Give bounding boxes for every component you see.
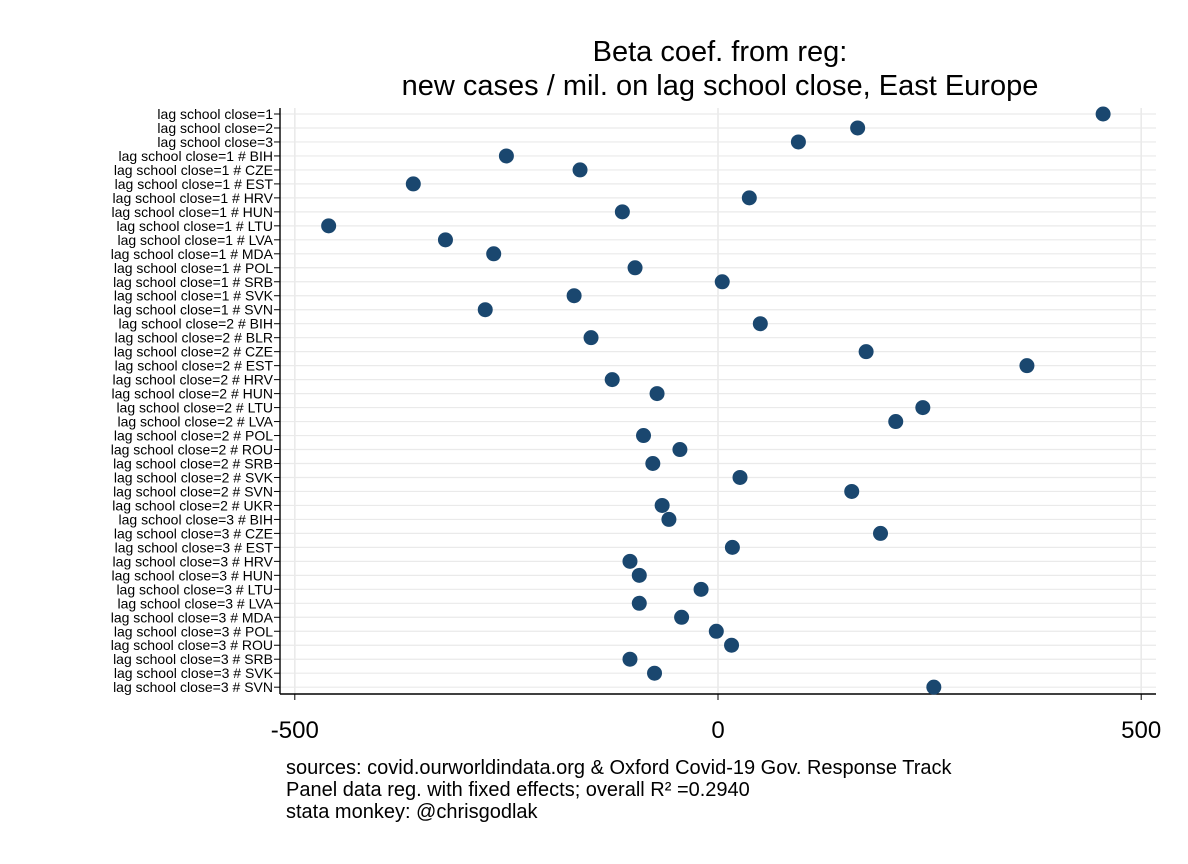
data-point [437, 232, 453, 248]
data-point [321, 218, 337, 234]
y-tick-label: lag school close=3 # EST [115, 539, 274, 555]
data-point [873, 525, 889, 541]
data-point [498, 148, 514, 164]
y-tick-label: lag school close=1 [157, 106, 273, 122]
data-point [732, 469, 748, 485]
y-tick-label: lag school close=3 # BIH [119, 511, 273, 527]
data-point [741, 190, 757, 206]
y-tick-label: lag school close=1 # SRB [113, 274, 273, 290]
y-tick-label: lag school close=1 # LVA [117, 232, 273, 248]
data-point [674, 609, 690, 625]
y-tick-label: lag school close=2 [157, 120, 273, 136]
y-tick-label: lag school close=2 # LVA [117, 414, 273, 430]
y-tick-label: lag school close=1 # POL [114, 260, 273, 276]
y-tick-label: lag school close=2 # SRB [113, 456, 273, 472]
y-tick-label: lag school close=3 # SVK [114, 665, 274, 681]
chart-title: Beta coef. from reg: [592, 36, 848, 68]
data-point [627, 260, 643, 276]
y-tick-label: lag school close=3 # POL [114, 623, 273, 639]
data-point [1019, 358, 1035, 374]
data-point [790, 134, 806, 150]
data-point [604, 372, 620, 388]
model-note: Panel data reg. with fixed effects; over… [286, 779, 750, 801]
data-point [622, 553, 638, 569]
data-point [486, 246, 502, 262]
data-point [1095, 106, 1111, 122]
x-tick-label: 500 [1121, 717, 1161, 744]
data-point [693, 581, 709, 597]
y-tick-label: lag school close=3 # SRB [113, 651, 273, 667]
data-point [661, 511, 677, 527]
data-point [649, 386, 665, 402]
y-tick-label: lag school close=2 # HRV [113, 372, 274, 388]
y-tick-label: lag school close=3 # HUN [112, 567, 273, 583]
y-tick-label: lag school close=1 # EST [115, 176, 274, 192]
x-tick-label: -500 [271, 717, 319, 744]
y-tick-label: lag school close=3 [157, 134, 273, 150]
y-tick-label: lag school close=1 # LTU [116, 218, 273, 234]
data-point [724, 637, 740, 653]
y-tick-label: lag school close=2 # ROU [111, 442, 273, 458]
y-tick-label: lag school close=1 # BIH [119, 148, 273, 164]
y-tick-label: lag school close=3 # SVN [113, 679, 273, 695]
source-note: sources: covid.ourworldindata.org & Oxfo… [286, 757, 952, 779]
data-point [572, 162, 588, 178]
y-tick-label: lag school close=3 # HRV [113, 553, 274, 569]
data-point [477, 302, 493, 318]
y-tick-label: lag school close=2 # HUN [112, 386, 273, 402]
y-tick-label: lag school close=3 # LTU [116, 581, 273, 597]
data-points [321, 106, 1111, 695]
data-point [636, 428, 652, 444]
data-point [631, 595, 647, 611]
data-point [915, 400, 931, 416]
y-tick-label: lag school close=2 # UKR [112, 497, 273, 513]
data-point [708, 623, 724, 639]
y-tick-label: lag school close=1 # SVK [114, 288, 274, 304]
y-tick-label: lag school close=2 # POL [114, 428, 273, 444]
y-tick-label: lag school close=3 # MDA [111, 609, 274, 625]
y-tick-label: lag school close=1 # HRV [113, 190, 274, 206]
data-point [752, 316, 768, 332]
x-tick-label: 0 [711, 717, 724, 744]
data-point [566, 288, 582, 304]
data-point [858, 344, 874, 360]
y-tick-label: lag school close=2 # SVN [113, 483, 273, 499]
y-tick-label: lag school close=3 # CZE [114, 525, 273, 541]
y-tick-label: lag school close=2 # SVK [114, 469, 274, 485]
y-tick-label: lag school close=2 # BIH [119, 316, 273, 332]
author-note: stata monkey: @chrisgodlak [286, 801, 538, 823]
data-point [672, 442, 688, 458]
data-point [614, 204, 630, 220]
data-point [888, 414, 904, 430]
data-point [724, 539, 740, 555]
data-point [405, 176, 421, 192]
data-point [645, 456, 661, 471]
data-point [654, 497, 670, 513]
y-tick-label: lag school close=1 # SVN [113, 302, 273, 318]
y-tick-label: lag school close=2 # BLR [115, 330, 273, 346]
y-tick-label: lag school close=2 # EST [115, 358, 274, 374]
y-tick-label: lag school close=3 # LVA [117, 595, 273, 611]
x-tick-labels: -500 0 500 [271, 717, 1161, 744]
y-tick-label: lag school close=1 # MDA [111, 246, 274, 262]
data-point [583, 330, 599, 346]
y-tick-label: lag school close=3 # ROU [111, 637, 273, 653]
data-point [850, 120, 866, 136]
y-tick-label: lag school close=1 # CZE [114, 162, 273, 178]
data-point [647, 665, 663, 681]
data-point [844, 483, 860, 499]
y-tick-label: lag school close=2 # CZE [114, 344, 273, 360]
chart-subtitle: new cases / mil. on lag school close, Ea… [401, 70, 1039, 102]
gridlines [280, 108, 1156, 694]
y-tick-label: lag school close=1 # HUN [112, 204, 273, 220]
data-point [631, 567, 647, 583]
axes [274, 108, 1156, 700]
y-tick-label: lag school close=2 # LTU [116, 400, 273, 416]
data-point [714, 274, 730, 290]
data-point [622, 651, 638, 667]
data-point [926, 679, 942, 695]
